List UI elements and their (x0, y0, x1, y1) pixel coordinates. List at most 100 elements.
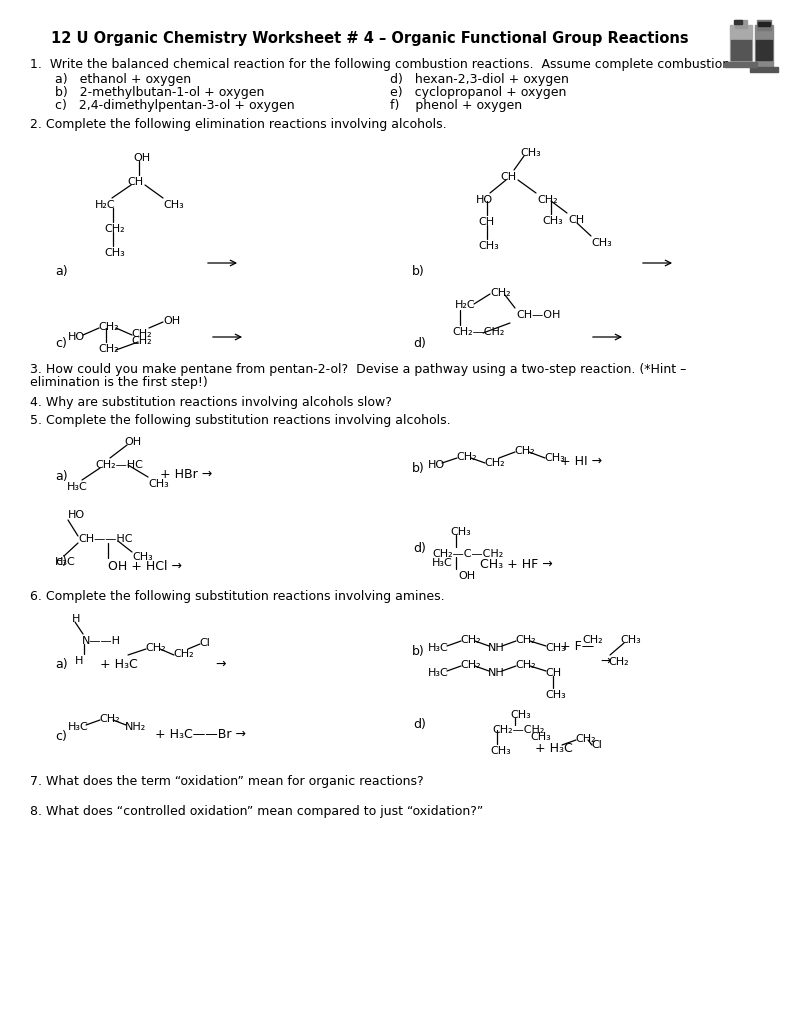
Text: CH₂: CH₂ (456, 452, 477, 462)
Text: CH₂: CH₂ (460, 635, 481, 645)
Bar (731, 40, 751, 60)
Text: CH₃: CH₃ (478, 241, 499, 251)
Text: OH: OH (163, 316, 180, 326)
Text: + H₃C: + H₃C (100, 658, 138, 671)
Text: →: → (600, 655, 611, 668)
Text: H₃C: H₃C (432, 558, 452, 568)
Text: 4. Why are substitution reactions involving alcohols slow?: 4. Why are substitution reactions involv… (30, 396, 392, 409)
Text: CH₃: CH₃ (520, 148, 541, 158)
Text: CH₂: CH₂ (515, 660, 536, 670)
Text: CH₂: CH₂ (608, 657, 629, 667)
Text: CH₂: CH₂ (537, 195, 558, 205)
Text: d): d) (413, 542, 426, 555)
Text: CH₂—C—CH₂: CH₂—C—CH₂ (432, 549, 503, 559)
Text: HO: HO (68, 510, 85, 520)
Bar (758, 22, 770, 26)
Text: HO: HO (68, 332, 85, 342)
Text: CH₃: CH₃ (545, 643, 566, 653)
Text: a)   ethanol + oxygen: a) ethanol + oxygen (55, 73, 191, 86)
Text: b): b) (412, 462, 425, 475)
Text: CH₂: CH₂ (490, 288, 511, 298)
Text: →: → (215, 658, 225, 671)
Text: Cl: Cl (591, 740, 602, 750)
Text: NH: NH (488, 643, 505, 653)
Text: H₂C: H₂C (95, 200, 115, 210)
Text: + HI →: + HI → (560, 455, 602, 468)
Text: HO: HO (476, 195, 493, 205)
Text: NH: NH (488, 668, 505, 678)
Text: CH₂: CH₂ (514, 446, 535, 456)
Text: H₃C: H₃C (428, 643, 448, 653)
Text: CH₃: CH₃ (542, 216, 562, 226)
Text: CH₃: CH₃ (544, 453, 565, 463)
Text: CH₃: CH₃ (148, 479, 168, 489)
Text: CH₃: CH₃ (450, 527, 471, 537)
Text: CH: CH (500, 172, 516, 182)
Text: CH₂—CH₂: CH₂—CH₂ (452, 327, 505, 337)
Text: H₃C: H₃C (428, 668, 448, 678)
Text: d): d) (413, 337, 426, 350)
Text: CH——HC: CH——HC (78, 534, 133, 544)
Text: N——H: N——H (82, 636, 121, 646)
Text: CH₂: CH₂ (98, 344, 119, 354)
Text: CH₂: CH₂ (131, 329, 152, 339)
Text: e)   cyclopropanol + oxygen: e) cyclopropanol + oxygen (390, 86, 566, 99)
Text: CH₂: CH₂ (98, 322, 119, 332)
Text: CH₃: CH₃ (132, 552, 153, 562)
Text: OH: OH (133, 153, 150, 163)
Text: 5. Complete the following substitution reactions involving alcohols.: 5. Complete the following substitution r… (30, 414, 451, 427)
Bar (725, 62, 757, 67)
Text: c): c) (55, 555, 67, 568)
Text: CH₃: CH₃ (620, 635, 641, 645)
Text: b)   2-methylbutan-1-ol + oxygen: b) 2-methylbutan-1-ol + oxygen (55, 86, 264, 99)
Text: + F—: + F— (560, 640, 594, 653)
Text: CH₂: CH₂ (484, 458, 505, 468)
Text: CH₃: CH₃ (545, 690, 566, 700)
Text: H₂C: H₂C (455, 300, 475, 310)
Text: elimination is the first step!): elimination is the first step!) (30, 376, 208, 389)
Text: H₃C: H₃C (68, 722, 89, 732)
Text: 7. What does the term “oxidation” mean for organic reactions?: 7. What does the term “oxidation” mean f… (30, 775, 424, 788)
Text: 2. Complete the following elimination reactions involving alcohols.: 2. Complete the following elimination re… (30, 118, 447, 131)
Text: CH₃: CH₃ (591, 238, 611, 248)
Bar (730, 25, 752, 65)
Bar (734, 20, 742, 24)
Text: CH₃: CH₃ (490, 746, 511, 756)
Bar (757, 20, 771, 30)
Text: NH₂: NH₂ (125, 722, 146, 732)
Text: 12 U Organic Chemistry Worksheet # 4 – Organic Functional Group Reactions: 12 U Organic Chemistry Worksheet # 4 – O… (51, 31, 689, 45)
Text: CH₂: CH₂ (460, 660, 481, 670)
Text: CH₂: CH₂ (582, 635, 603, 645)
Text: 8. What does “controlled oxidation” mean compared to just “oxidation?”: 8. What does “controlled oxidation” mean… (30, 805, 483, 818)
Text: + H₃C: + H₃C (535, 742, 573, 755)
Text: H: H (72, 614, 81, 624)
Text: f)    phenol + oxygen: f) phenol + oxygen (390, 99, 522, 112)
Text: d)   hexan-2,3-diol + oxygen: d) hexan-2,3-diol + oxygen (390, 73, 569, 86)
Text: CH—OH: CH—OH (516, 310, 560, 319)
Text: OH: OH (124, 437, 141, 447)
Text: 1.  Write the balanced chemical reaction for the following combustion reactions.: 1. Write the balanced chemical reaction … (30, 58, 734, 71)
Text: CH: CH (545, 668, 561, 678)
Text: H₃C: H₃C (55, 557, 76, 567)
Text: c): c) (55, 730, 67, 743)
Text: CH₂—CH₂: CH₂—CH₂ (492, 725, 544, 735)
Text: H: H (75, 656, 83, 666)
Text: CH₃: CH₃ (510, 710, 531, 720)
Text: CH₃ + HF →: CH₃ + HF → (480, 558, 553, 571)
Bar (750, 67, 778, 72)
Text: CH₂: CH₂ (575, 734, 596, 744)
Text: CH: CH (127, 177, 143, 187)
Bar (756, 40, 772, 60)
Text: CH₃: CH₃ (530, 732, 551, 742)
Text: c)   2,4-dimethylpentan-3-ol + oxygen: c) 2,4-dimethylpentan-3-ol + oxygen (55, 99, 294, 112)
Text: CH: CH (568, 215, 584, 225)
Text: a): a) (55, 470, 67, 483)
Text: CH₂: CH₂ (145, 643, 165, 653)
Bar (735, 20, 747, 28)
Text: CH₃: CH₃ (104, 248, 125, 258)
Text: a): a) (55, 265, 67, 278)
Text: CH₂—HC: CH₂—HC (95, 460, 143, 470)
Text: 3. How could you make pentane from pentan-2-ol?  Devise a pathway using a two-st: 3. How could you make pentane from penta… (30, 362, 687, 376)
Text: CH: CH (478, 217, 494, 227)
Text: CH₂: CH₂ (104, 224, 125, 234)
